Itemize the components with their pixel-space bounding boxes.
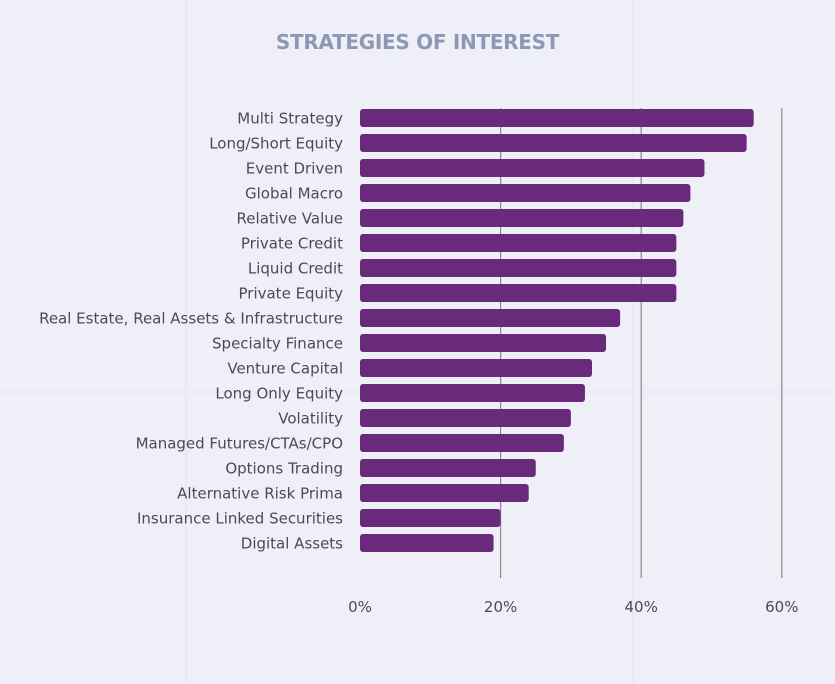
category-label: Private Credit <box>241 235 343 253</box>
bar <box>360 159 705 177</box>
bar <box>360 109 754 127</box>
x-tick-label: 40% <box>625 598 658 616</box>
category-label: Volatility <box>278 410 343 428</box>
bar <box>360 259 677 277</box>
category-label: Real Estate, Real Assets & Infrastructur… <box>39 310 343 328</box>
bar <box>360 384 585 402</box>
chart-title: STRATEGIES OF INTEREST <box>275 30 560 54</box>
category-label: Alternative Risk Prima <box>177 485 343 503</box>
bar <box>360 334 607 352</box>
bar <box>360 234 677 252</box>
category-label: Liquid Credit <box>248 260 343 278</box>
category-label: Long/Short Equity <box>209 135 343 153</box>
bar <box>360 534 494 552</box>
bar <box>360 184 691 202</box>
x-tick-label: 20% <box>484 598 517 616</box>
bar <box>360 434 564 452</box>
category-label: Multi Strategy <box>237 110 343 128</box>
bar <box>360 509 501 527</box>
category-label: Venture Capital <box>227 360 343 378</box>
bar <box>360 459 536 477</box>
bar <box>360 309 621 327</box>
category-label: Specialty Finance <box>212 335 343 353</box>
bar <box>360 409 571 427</box>
category-label: Relative Value <box>237 210 343 228</box>
category-label: Managed Futures/CTAs/CPO <box>136 435 343 453</box>
bar <box>360 359 592 377</box>
x-tick-label: 60% <box>765 598 798 616</box>
category-label: Options Trading <box>225 460 343 478</box>
bar <box>360 484 529 502</box>
category-label: Long Only Equity <box>215 385 343 403</box>
bar <box>360 209 684 227</box>
category-label: Digital Assets <box>241 535 343 553</box>
bar <box>360 284 677 302</box>
x-tick-label: 0% <box>348 598 372 616</box>
category-label: Private Equity <box>239 285 344 303</box>
bar <box>360 134 747 152</box>
category-label: Global Macro <box>245 185 343 203</box>
category-label: Insurance Linked Securities <box>137 510 343 528</box>
category-label: Event Driven <box>246 160 343 178</box>
